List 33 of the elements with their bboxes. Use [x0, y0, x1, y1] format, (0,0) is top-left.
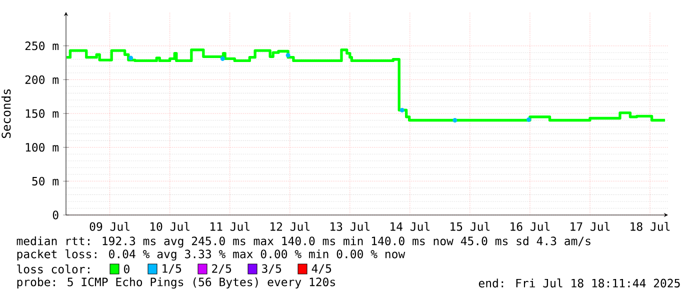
x-tick-label: 10 Jul [150, 222, 190, 231]
x-tick-label: 12 Jul [270, 222, 310, 231]
text: loss color: [17, 264, 90, 274]
legend-label: 2/5 [212, 264, 232, 274]
legend-label: 1/5 [162, 264, 182, 274]
text: probe: 5 ICMP Echo Pings (56 Bytes) every 120s [17, 277, 335, 289]
text: end: Fri Jul 18 18:11:44 2025 [478, 278, 680, 288]
y-tick-label: 0 [52, 210, 58, 220]
y-tick-label: 250 m [25, 42, 59, 50]
legend-label: 4/5 [312, 264, 332, 274]
point [400, 108, 404, 112]
text: packet loss: 0.04 % avg 3.33 % max 0.00 % min 0.00 % now [17, 249, 406, 261]
legend-label: 3/5 [262, 264, 282, 274]
x-tick-label: 16 Jul [510, 222, 550, 231]
y-tick-label: 150 m [26, 109, 59, 118]
text: median rtt: 192.3 ms avg 245.0 ms max 140.0 ms min 140.0 ms now 45.0 ms sd 4.3 am/s [16, 236, 590, 248]
point [220, 56, 225, 61]
x-tick-label: 14 Jul [390, 222, 430, 231]
point [286, 53, 290, 58]
x-tick-label: 15 Jul [450, 222, 490, 231]
x-tick-label: 13 Jul [330, 222, 370, 231]
legend-label: 0 [124, 264, 130, 274]
point [526, 117, 532, 122]
y-tick-label: 50 m [32, 176, 59, 186]
y-tick-label: 100 m [26, 143, 59, 152]
point [452, 118, 458, 123]
x-tick-label: 11 Jul [210, 222, 250, 231]
point [128, 56, 134, 60]
y-tick-label: 200 m [25, 75, 59, 84]
y-axis-title: Seconds [1, 89, 11, 138]
x-tick-label: 17 Jul [570, 222, 610, 231]
x-tick-label: 09 Jul [90, 222, 130, 231]
x-tick-label: 18 Jul [630, 222, 670, 231]
